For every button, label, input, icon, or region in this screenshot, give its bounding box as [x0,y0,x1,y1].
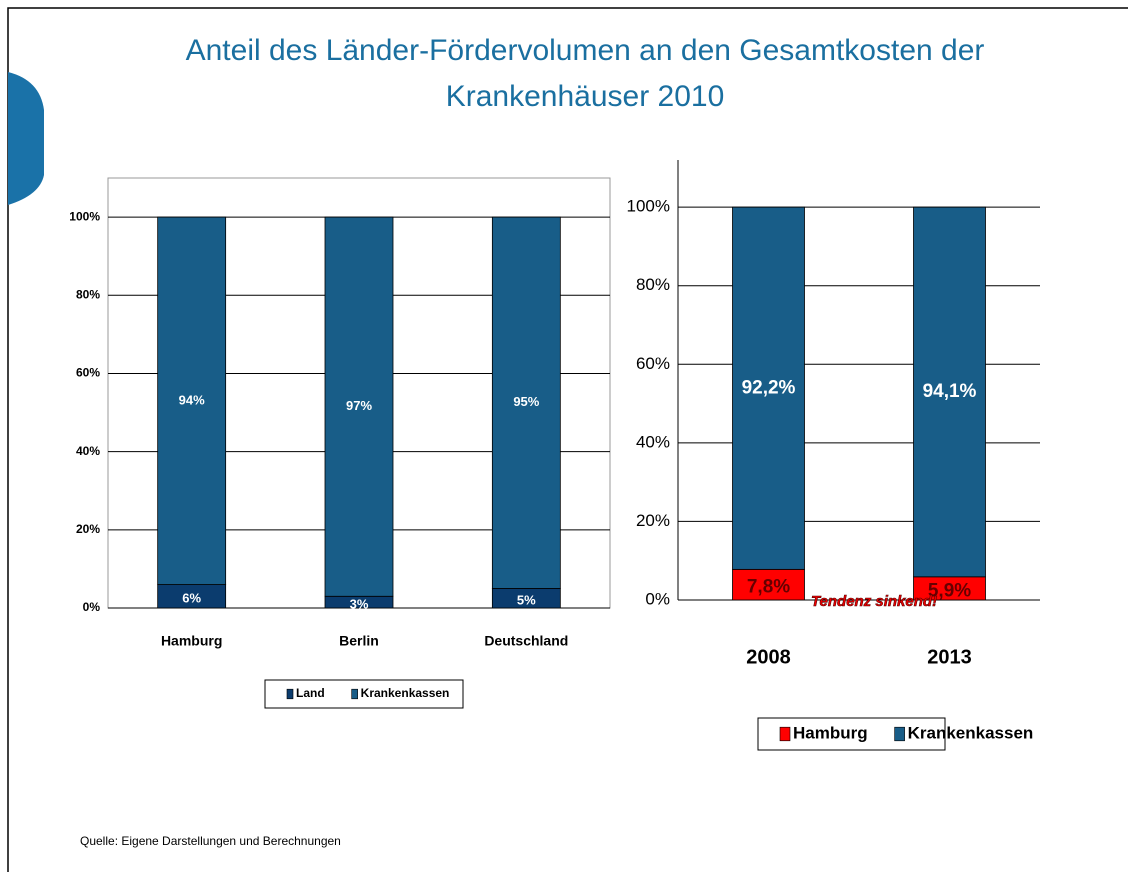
y-tick-label: 60% [636,354,670,373]
legend-label: Krankenkassen [908,723,1034,742]
slide-title: Anteil des Länder-Fördervolumen an den G… [186,34,985,67]
legend-swatch [894,726,905,742]
bar-segment [732,206,805,570]
y-tick-label: 80% [636,275,670,294]
value-label: 5% [517,593,536,608]
value-label: 97% [346,398,372,413]
legend-swatch [286,688,294,700]
value-label: 6% [182,591,201,606]
y-tick-label: 0% [83,600,101,614]
legend-label: Hamburg [793,723,868,742]
y-tick-label: 80% [76,287,100,301]
bar-segment [732,568,805,601]
bar-segment [324,216,394,597]
value-label: 5,9% [928,580,971,601]
legend-swatch [351,688,358,700]
y-tick-label: 100% [69,209,100,223]
value-label: 7,8% [747,577,790,598]
decoration [8,72,44,205]
x-tick-label: Deutschland [484,633,568,649]
legend-label: Krankenkassen [361,686,450,700]
y-tick-label: 40% [636,432,670,451]
x-tick-label: 2008 [746,646,791,668]
y-tick-label: 20% [636,511,670,530]
value-label: 94% [179,392,205,407]
bar-segment [491,216,561,589]
slide-title: Krankenhäuser 2010 [446,80,725,113]
legend-swatch [779,726,791,742]
legend-label: Land [296,686,325,700]
value-label: 3% [350,597,369,612]
x-tick-label: Hamburg [161,633,222,649]
value-label: 92,2% [742,377,796,398]
y-tick-label: 100% [627,197,670,216]
bar-segment [913,206,986,578]
value-label: 94,1% [923,381,977,402]
legend-box [264,679,464,709]
x-tick-label: Berlin [339,633,379,649]
y-tick-label: 0% [645,589,670,608]
annotation: Tendenz sinkend! [811,593,937,610]
y-tick-label: 40% [76,444,100,458]
bar-segment [157,216,227,585]
value-label: 95% [513,394,539,409]
y-tick-label: 60% [76,366,100,380]
source: Quelle: Eigene Darstellungen und Berechn… [80,834,341,848]
y-tick-label: 20% [76,522,100,536]
x-tick-label: 2013 [927,646,972,668]
